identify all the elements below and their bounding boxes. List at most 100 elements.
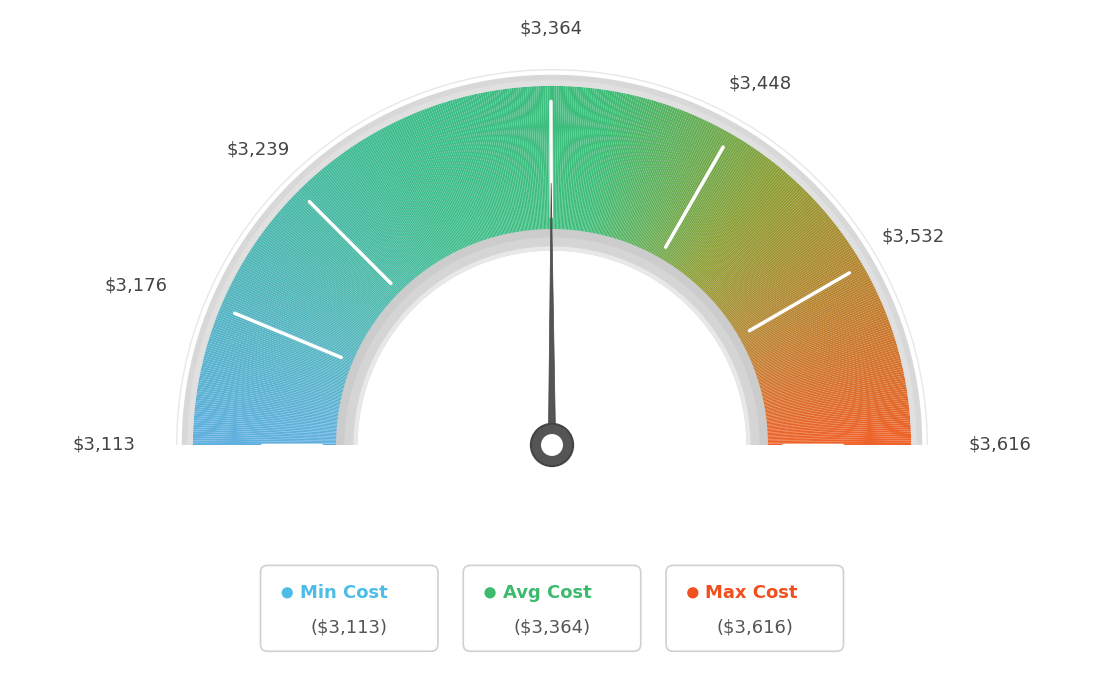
Wedge shape [278,208,393,307]
Wedge shape [639,117,703,253]
Wedge shape [420,109,476,248]
Wedge shape [293,193,401,299]
Wedge shape [226,289,361,355]
Wedge shape [343,150,431,273]
Wedge shape [762,395,910,417]
Wedge shape [229,284,363,351]
Wedge shape [342,150,429,273]
Wedge shape [755,344,899,387]
Wedge shape [270,219,388,313]
Wedge shape [353,246,751,445]
Wedge shape [242,259,371,337]
Wedge shape [660,136,740,264]
Wedge shape [213,321,353,373]
Wedge shape [304,182,407,292]
Wedge shape [747,306,885,365]
Wedge shape [576,87,595,235]
Wedge shape [351,144,435,270]
Wedge shape [616,101,664,244]
Wedge shape [491,89,518,237]
Wedge shape [757,364,904,399]
Wedge shape [742,288,878,354]
Wedge shape [178,70,926,445]
Wedge shape [236,269,368,343]
Wedge shape [299,187,404,295]
Text: ($3,616): ($3,616) [716,618,793,636]
Wedge shape [297,188,404,295]
Wedge shape [763,418,912,431]
Circle shape [531,424,573,466]
Wedge shape [645,121,712,255]
Wedge shape [656,131,732,262]
Wedge shape [422,108,477,248]
Text: ($3,364): ($3,364) [513,618,591,636]
Wedge shape [193,404,342,422]
Wedge shape [584,88,608,237]
Wedge shape [573,86,591,235]
Wedge shape [194,397,342,419]
Wedge shape [657,132,733,262]
Wedge shape [213,319,354,372]
Wedge shape [700,188,807,295]
Wedge shape [302,184,406,293]
Wedge shape [399,118,464,254]
Wedge shape [374,130,449,262]
Wedge shape [726,241,850,326]
Wedge shape [752,329,894,378]
Wedge shape [617,102,666,244]
Wedge shape [714,213,830,310]
Wedge shape [247,250,374,332]
Wedge shape [752,327,893,377]
Wedge shape [675,152,764,274]
Wedge shape [739,277,872,348]
Wedge shape [637,115,699,253]
Wedge shape [199,368,346,402]
Wedge shape [328,161,422,279]
Wedge shape [761,393,909,416]
Wedge shape [631,110,689,250]
Wedge shape [729,246,853,330]
Wedge shape [198,375,344,406]
Circle shape [282,587,293,598]
Wedge shape [714,215,831,311]
Wedge shape [427,106,480,247]
Wedge shape [548,84,551,234]
Wedge shape [363,137,443,265]
Wedge shape [376,129,450,261]
Wedge shape [403,116,466,253]
Wedge shape [763,427,912,435]
Wedge shape [348,147,433,271]
Wedge shape [338,153,428,275]
Wedge shape [246,252,373,333]
Text: $3,113: $3,113 [72,436,135,454]
Wedge shape [192,429,341,437]
Wedge shape [701,190,808,297]
Wedge shape [743,289,878,355]
Wedge shape [203,353,348,393]
Wedge shape [257,235,381,323]
Wedge shape [564,85,575,234]
Wedge shape [662,138,743,266]
Wedge shape [195,386,343,412]
Wedge shape [337,155,427,276]
Wedge shape [454,97,496,242]
Wedge shape [737,273,870,346]
Wedge shape [746,302,883,362]
Wedge shape [253,242,378,327]
Wedge shape [763,415,912,429]
Wedge shape [715,217,832,313]
Wedge shape [367,135,445,264]
Polygon shape [549,183,555,445]
Wedge shape [234,273,367,346]
Wedge shape [357,141,438,267]
Wedge shape [624,106,677,247]
Wedge shape [227,286,362,353]
Wedge shape [691,173,790,286]
Wedge shape [716,219,834,313]
Wedge shape [703,193,811,299]
Wedge shape [307,179,410,290]
Wedge shape [193,411,342,426]
Wedge shape [712,210,827,308]
Wedge shape [447,99,491,243]
Wedge shape [545,84,550,234]
